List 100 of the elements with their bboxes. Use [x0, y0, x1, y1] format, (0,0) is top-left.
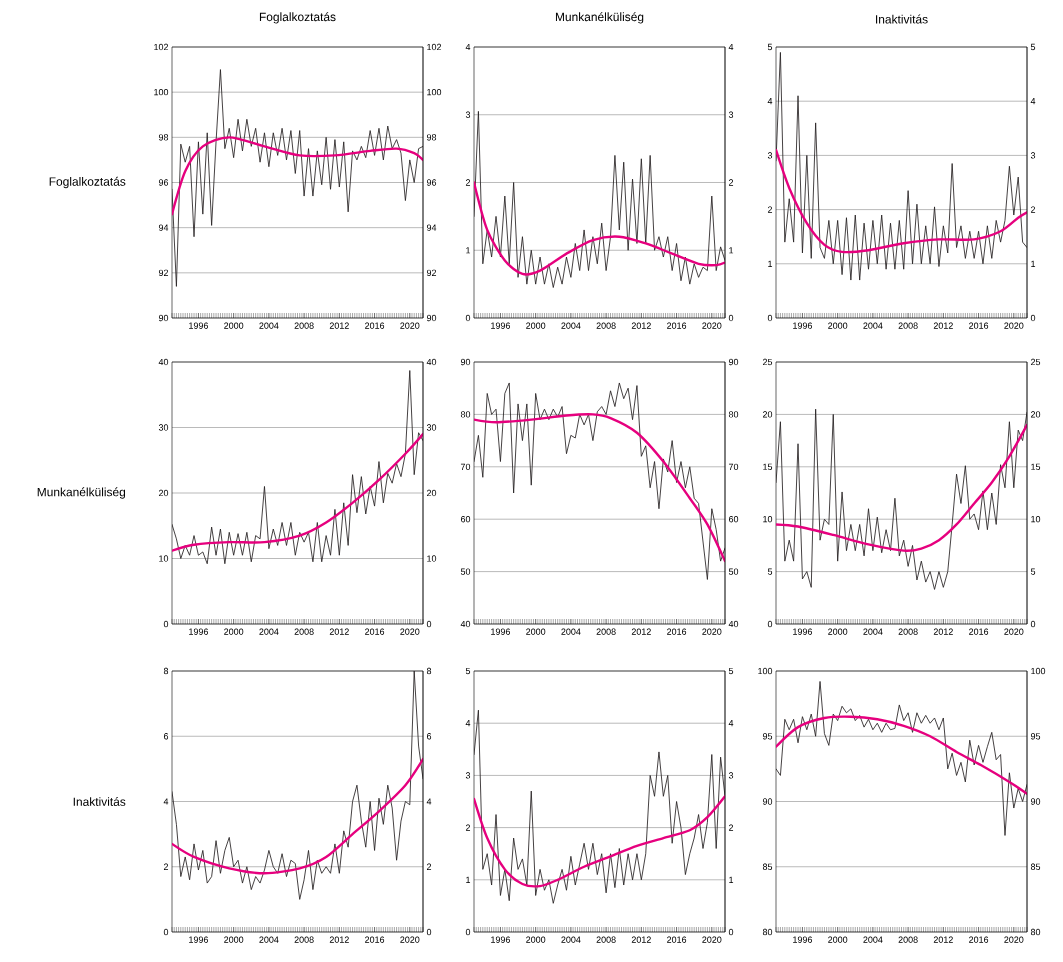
y-tick-label: 3 — [465, 772, 471, 779]
x-tick-label: 1996 — [793, 936, 813, 943]
y2-tick-label: 90 — [728, 358, 739, 366]
y2-tick-label: 5 — [728, 667, 734, 675]
y2-tick-label: 3 — [728, 772, 734, 779]
x-tick-label: 2008 — [294, 628, 314, 635]
y-tick-label: 4 — [767, 98, 773, 105]
y-tick-label: 3 — [767, 152, 773, 159]
x-tick-label: 2000 — [828, 322, 848, 329]
chart-title: Munkanélküliség — [555, 12, 644, 24]
y2-tick-label: 40 — [426, 358, 437, 366]
y-tick-label: 0 — [465, 928, 471, 936]
x-tick-label: 2004 — [259, 628, 279, 635]
y2-tick-label: 85 — [1030, 863, 1041, 870]
x-tick-label: 2016 — [365, 936, 385, 943]
y-tick-label: 100 — [758, 667, 773, 675]
y2-tick-label: 80 — [728, 411, 739, 418]
y2-tick-label: 0 — [426, 620, 432, 628]
y2-tick-label: 20 — [1030, 411, 1041, 418]
x-tick-label: 2012 — [933, 628, 953, 635]
y-tick-label: 100 — [154, 88, 169, 96]
line-series — [776, 681, 1028, 836]
x-tick-label: 2000 — [224, 322, 244, 329]
y2-tick-label: 96 — [426, 179, 437, 186]
x-tick-label: 1996 — [491, 936, 510, 943]
y2-tick-label: 0 — [426, 928, 432, 936]
y-tick-label: 4 — [465, 43, 471, 51]
y2-tick-label: 4 — [1030, 98, 1036, 105]
y-tick-label: 40 — [460, 620, 471, 628]
y2-tick-label: 10 — [427, 555, 437, 562]
x-tick-label: 2020 — [702, 628, 722, 635]
y-tick-label: 10 — [159, 555, 169, 562]
y2-tick-label: 94 — [426, 224, 437, 231]
y-tick-label: 1 — [466, 876, 471, 883]
x-tick-label: 2020 — [702, 936, 722, 943]
y2-tick-label: 8 — [426, 667, 432, 675]
y-tick-label: 1 — [768, 260, 773, 267]
y-tick-label: 25 — [762, 358, 773, 366]
y-tick-label: 3 — [465, 111, 471, 118]
x-tick-label: 2012 — [933, 322, 953, 329]
x-tick-label: 2000 — [224, 936, 244, 943]
y2-tick-label: 40 — [728, 620, 739, 628]
x-tick-label: 2012 — [933, 936, 953, 943]
y-tick-label: 6 — [163, 733, 169, 740]
line-series — [172, 136, 423, 216]
x-tick-label: 2004 — [863, 628, 883, 635]
y2-tick-label: 98 — [426, 134, 437, 141]
line-series — [776, 423, 1028, 552]
y2-tick-label: 10 — [1031, 516, 1041, 523]
y-axis-title: Foglalkoztatás — [49, 176, 126, 189]
line-series — [172, 370, 423, 565]
y2-tick-label: 102 — [427, 43, 442, 51]
line-series — [474, 413, 726, 563]
x-tick-label: 2016 — [969, 628, 989, 635]
x-tick-label: 2016 — [667, 628, 687, 635]
y-tick-label: 95 — [762, 733, 773, 740]
y-tick-label: 20 — [762, 411, 773, 418]
x-tick-label: 2004 — [863, 322, 883, 329]
x-tick-label: 1996 — [189, 936, 208, 943]
y-tick-label: 4 — [465, 720, 471, 727]
y2-tick-label: 0 — [728, 314, 734, 322]
x-tick-label: 2004 — [561, 628, 581, 635]
x-tick-label: 2016 — [365, 322, 385, 329]
y2-tick-label: 0 — [1030, 620, 1036, 628]
y2-tick-label: 6 — [426, 733, 432, 740]
y-tick-label: 1 — [466, 247, 471, 254]
y-tick-label: 90 — [762, 798, 773, 805]
y2-tick-label: 1 — [1031, 260, 1036, 267]
y2-tick-label: 80 — [1030, 928, 1041, 936]
line-series — [474, 110, 726, 288]
y-tick-label: 60 — [460, 516, 471, 523]
x-tick-label: 2016 — [667, 322, 687, 329]
line-series — [172, 69, 423, 287]
y-tick-label: 0 — [767, 314, 773, 322]
y-tick-label: 30 — [158, 424, 169, 431]
x-tick-label: 1996 — [793, 628, 813, 635]
x-tick-label: 2008 — [898, 628, 918, 635]
y-tick-label: 15 — [763, 463, 773, 470]
y-tick-label: 80 — [460, 411, 471, 418]
y2-tick-label: 2 — [728, 179, 734, 186]
y-tick-label: 102 — [154, 43, 169, 51]
x-tick-label: 2016 — [969, 936, 989, 943]
x-tick-label: 2008 — [294, 322, 314, 329]
chart-title: Foglalkoztatás — [259, 12, 336, 24]
x-tick-label: 1996 — [793, 322, 813, 329]
x-tick-label: 2020 — [1004, 936, 1024, 943]
x-tick-label: 2008 — [596, 936, 616, 943]
y2-tick-label: 100 — [427, 88, 442, 96]
x-tick-label: 2004 — [259, 322, 279, 329]
x-tick-label: 2012 — [631, 322, 651, 329]
y2-tick-label: 2 — [1030, 206, 1036, 213]
y2-tick-label: 4 — [728, 43, 734, 51]
y-tick-label: 98 — [158, 134, 169, 141]
y-tick-label: 70 — [460, 463, 471, 470]
y2-tick-label: 100 — [1031, 667, 1046, 675]
y-tick-label: 50 — [460, 568, 471, 575]
y-tick-label: 2 — [767, 206, 773, 213]
y2-tick-label: 90 — [426, 314, 437, 322]
y2-tick-label: 60 — [728, 516, 739, 523]
y2-tick-label: 15 — [1031, 463, 1041, 470]
